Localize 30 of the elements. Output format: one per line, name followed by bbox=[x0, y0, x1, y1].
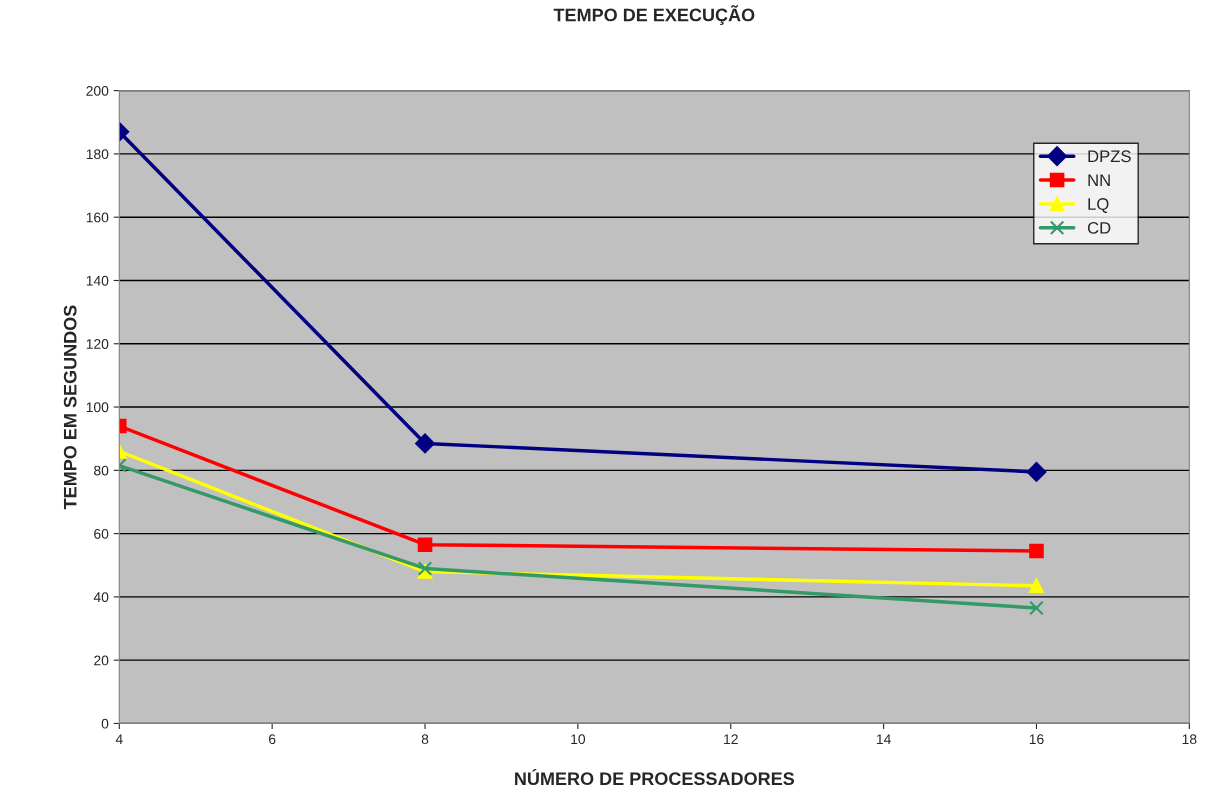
y-axis-title: TEMPO EM SEGUNDOS bbox=[63, 305, 77, 510]
point bbox=[1029, 578, 1044, 594]
y-tick-label: 40 bbox=[93, 592, 109, 603]
legend-label: CD bbox=[1087, 221, 1111, 234]
chart-title: TEMPO DE EXECUÇÃO bbox=[553, 5, 755, 25]
y-tick-label: 0 bbox=[101, 718, 109, 729]
x-tick-label: 10 bbox=[571, 734, 586, 745]
y-tick-label: 160 bbox=[86, 212, 109, 223]
y-tick-label: 120 bbox=[86, 339, 109, 349]
y-tick-label: 180 bbox=[86, 149, 109, 160]
x-tick-label: 8 bbox=[421, 734, 429, 745]
x-axis-title: NÚMERO DE PROCESSADORES bbox=[515, 768, 795, 786]
legend-label: DPZS bbox=[1088, 150, 1131, 163]
y-tick-label: 80 bbox=[94, 465, 109, 476]
x-tick-label: 14 bbox=[876, 734, 891, 744]
y-tick-label: 140 bbox=[86, 275, 109, 286]
y-tick-label: 200 bbox=[86, 85, 109, 96]
x-tick-label: 4 bbox=[115, 734, 123, 744]
y-tick-label: 100 bbox=[86, 402, 109, 413]
legend-label: LQ bbox=[1088, 198, 1109, 213]
x-tick-label: 6 bbox=[269, 734, 276, 745]
x-tick-label: 16 bbox=[1029, 734, 1044, 745]
x-tick-label: 12 bbox=[724, 734, 738, 744]
point bbox=[1029, 600, 1044, 616]
legend-label: NN bbox=[1088, 174, 1110, 186]
y-tick-label: 60 bbox=[94, 528, 109, 539]
point bbox=[1026, 462, 1047, 482]
x-tick-label: 18 bbox=[1182, 734, 1197, 745]
y-tick-label: 20 bbox=[94, 655, 109, 666]
point bbox=[1029, 543, 1044, 559]
